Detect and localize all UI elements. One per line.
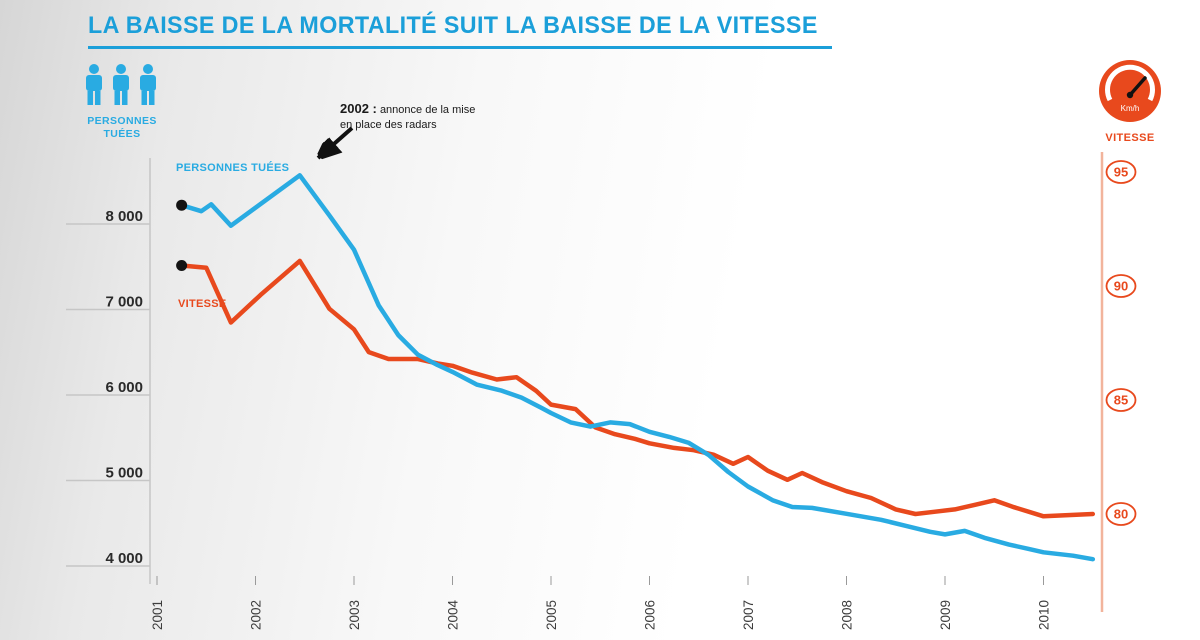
svg-text:90: 90 bbox=[1114, 279, 1128, 294]
svg-text:8 000: 8 000 bbox=[105, 208, 143, 225]
series-start-dot bbox=[176, 259, 188, 271]
people-icon bbox=[86, 64, 156, 105]
svg-text:2007: 2007 bbox=[741, 600, 756, 630]
svg-text:2004: 2004 bbox=[446, 599, 461, 630]
title-underline bbox=[88, 46, 832, 49]
svg-text:2005: 2005 bbox=[544, 600, 559, 630]
svg-text:2008: 2008 bbox=[840, 600, 855, 630]
series-lines bbox=[176, 173, 1096, 562]
svg-text:2006: 2006 bbox=[643, 600, 658, 630]
legend-speed: Km/h VITESSE bbox=[1094, 58, 1166, 144]
svg-text:2002: 2002 bbox=[249, 600, 264, 630]
legend-deaths: PERSONNES TUÉES bbox=[78, 64, 166, 140]
legend-deaths-label-line1: PERSONNES bbox=[87, 115, 157, 127]
svg-text:2010: 2010 bbox=[1037, 600, 1052, 630]
series-start-dot bbox=[176, 199, 188, 211]
svg-text:2001: 2001 bbox=[150, 600, 165, 630]
svg-text:5 000: 5 000 bbox=[105, 465, 143, 482]
legend-speed-label: VITESSE bbox=[1105, 132, 1155, 144]
annotation-year: 2002 : bbox=[340, 101, 377, 116]
svg-text:80: 80 bbox=[1114, 507, 1128, 522]
svg-text:2003: 2003 bbox=[347, 600, 362, 630]
legend-deaths-label-line2: TUÉES bbox=[103, 127, 141, 140]
annotation-line1: annonce de la mise bbox=[379, 104, 476, 116]
svg-text:2009: 2009 bbox=[938, 600, 953, 630]
speed-series-label: VITESSE bbox=[178, 298, 227, 310]
deaths-series-label: PERSONNES TUÉES bbox=[176, 162, 290, 174]
deaths-line bbox=[179, 173, 1096, 562]
x-axis: 2001 2002 2003 2004 2005 2006 2007 2008 2009 2010 bbox=[150, 576, 1052, 630]
svg-text:95: 95 bbox=[1114, 165, 1128, 180]
speed-line bbox=[179, 258, 1096, 519]
annotation-arrow bbox=[318, 126, 354, 158]
annotation-line2: en place des radars bbox=[340, 118, 437, 131]
speedometer-icon: Km/h bbox=[1099, 60, 1161, 122]
page-title: LA BAISSE DE LA MORTALITÉ SUIT LA BAISSE… bbox=[88, 12, 818, 39]
left-axis: 8 000 7 000 6 000 5 000 4 000 bbox=[66, 158, 151, 584]
speedometer-unit-label: Km/h bbox=[1121, 104, 1140, 113]
svg-text:4 000: 4 000 bbox=[105, 550, 143, 567]
annotation-radars: 2002 : annonce de la mise en place des r… bbox=[340, 100, 510, 133]
svg-text:85: 85 bbox=[1114, 393, 1128, 408]
svg-text:6 000: 6 000 bbox=[105, 379, 143, 396]
svg-text:7 000: 7 000 bbox=[105, 294, 143, 311]
right-axis: 95 90 85 80 bbox=[1100, 152, 1137, 612]
